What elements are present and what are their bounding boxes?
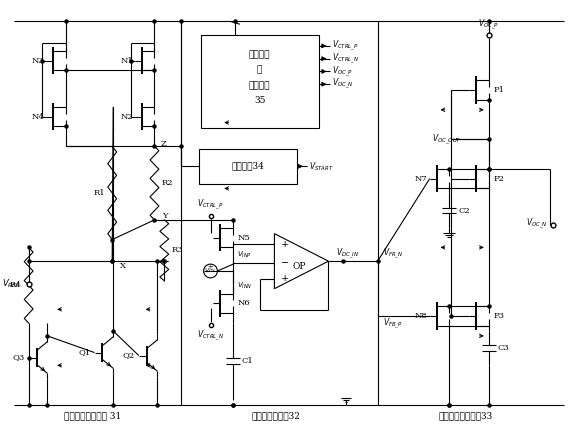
- Text: $V_{OC\_P}$: $V_{OC\_P}$: [332, 64, 353, 79]
- Text: $V_{OC\_N}$: $V_{OC\_N}$: [332, 77, 354, 92]
- Text: 35: 35: [254, 96, 266, 106]
- Text: 启动电路34: 启动电路34: [231, 162, 264, 171]
- Text: P3: P3: [494, 312, 504, 320]
- Text: $V_{OS}$: $V_{OS}$: [204, 267, 217, 276]
- Text: 时钟产生: 时钟产生: [249, 50, 270, 59]
- Text: N7: N7: [415, 175, 428, 183]
- Text: 及: 及: [257, 65, 262, 74]
- Text: R2: R2: [161, 179, 173, 187]
- Text: Z: Z: [160, 140, 166, 148]
- Text: $V_{FR\_N}$: $V_{FR\_N}$: [382, 246, 403, 261]
- Text: C2: C2: [458, 207, 470, 215]
- Text: $V_{INP}$: $V_{INP}$: [237, 250, 252, 260]
- Text: $V_{FB\_P}$: $V_{FB\_P}$: [382, 317, 402, 331]
- Text: N6: N6: [238, 299, 251, 308]
- Text: $V_{CTRL\_P}$: $V_{CTRL\_P}$: [332, 39, 359, 53]
- Text: N8: N8: [415, 312, 428, 320]
- Text: 基准电压产生电路 31: 基准电压产生电路 31: [64, 411, 121, 420]
- Text: $V_{DC\_IN}$: $V_{DC\_IN}$: [336, 246, 360, 261]
- Text: $V_{CTRL\_P}$: $V_{CTRL\_P}$: [197, 198, 224, 213]
- Text: N2: N2: [120, 112, 133, 121]
- Text: OP: OP: [292, 262, 306, 271]
- Text: Y: Y: [162, 212, 168, 220]
- Text: 控制电路: 控制电路: [249, 82, 270, 91]
- Text: 运算放大器电路32: 运算放大器电路32: [252, 411, 301, 420]
- Text: R3: R3: [171, 246, 183, 254]
- Text: N3: N3: [31, 57, 44, 65]
- Text: P1: P1: [494, 86, 504, 94]
- Text: +: +: [207, 263, 213, 271]
- Text: Q2: Q2: [123, 351, 135, 360]
- Bar: [199, 149, 297, 184]
- Text: $V_{REF}$: $V_{REF}$: [2, 277, 21, 290]
- Text: $V_{OC\_N}$: $V_{OC\_N}$: [526, 216, 548, 231]
- Text: X: X: [120, 262, 126, 270]
- Bar: [201, 35, 319, 129]
- Text: Q3: Q3: [13, 354, 25, 362]
- Text: 失调电压消除电路33: 失调电压消除电路33: [439, 411, 493, 420]
- Text: +: +: [281, 240, 290, 249]
- Text: Q1: Q1: [78, 348, 91, 357]
- Text: R4: R4: [10, 281, 22, 289]
- Text: N5: N5: [238, 233, 251, 242]
- Text: R1: R1: [93, 189, 105, 197]
- Text: $V_{START}$: $V_{START}$: [309, 160, 333, 173]
- Text: P2: P2: [494, 175, 504, 183]
- Text: $V_{CTRL\_N}$: $V_{CTRL\_N}$: [332, 52, 360, 66]
- Text: $V_{INN}$: $V_{INN}$: [237, 281, 253, 291]
- Text: N4: N4: [31, 112, 44, 121]
- Text: N1: N1: [120, 57, 133, 65]
- Text: $V_{OC\_P}$: $V_{OC\_P}$: [478, 18, 499, 32]
- Text: $V_{OC\_OUT}$: $V_{OC\_OUT}$: [431, 132, 461, 147]
- Text: −: −: [281, 259, 290, 268]
- Text: $V_{CTRL\_N}$: $V_{CTRL\_N}$: [197, 328, 224, 343]
- Text: +: +: [281, 274, 290, 283]
- Text: C1: C1: [242, 357, 254, 366]
- Text: C3: C3: [498, 344, 510, 352]
